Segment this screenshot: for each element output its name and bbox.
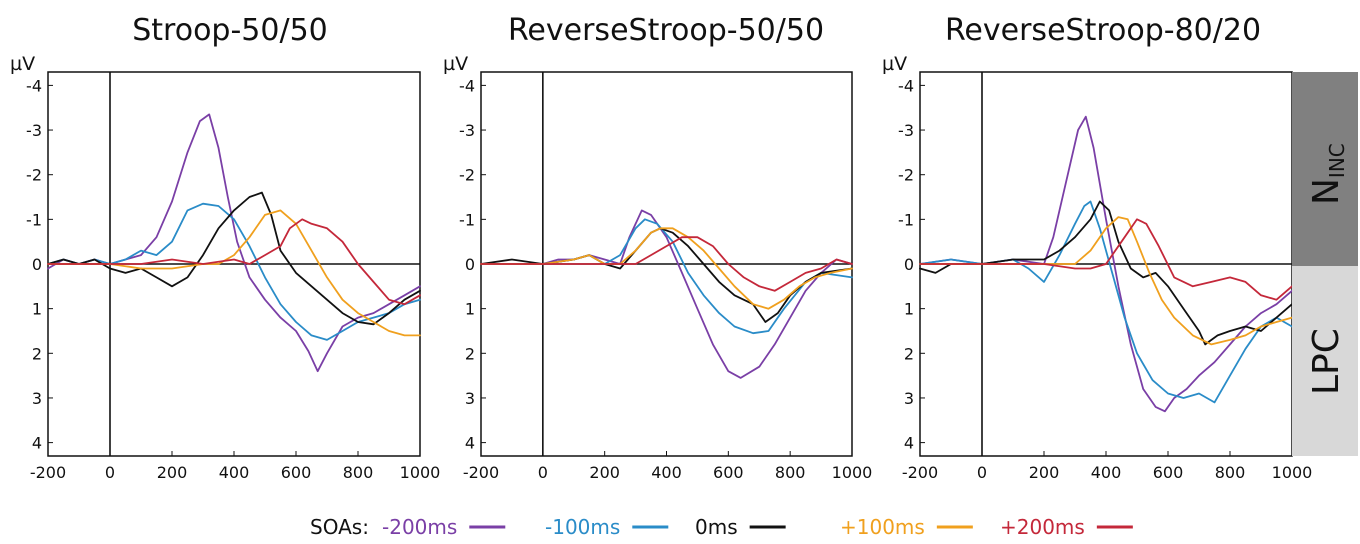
x-tick-label: 200 <box>157 463 188 482</box>
x-tick-label: 1000 <box>832 463 873 482</box>
y-tick-label: -3 <box>459 121 475 140</box>
y-tick-label: 3 <box>465 389 475 408</box>
series-line-plus100ms <box>919 216 1293 346</box>
series-line-0ms <box>919 200 1293 346</box>
y-tick-label: -2 <box>26 166 42 185</box>
chart-title: ReverseStroop-80/20 <box>945 13 1261 48</box>
y-tick-label: -1 <box>898 210 914 229</box>
x-tick-label: 0 <box>105 463 115 482</box>
chart-panel-3: ReverseStroop-80/20 µV-4 -3 -2 -1 0 1 2 3 4 -200 0 2… <box>882 13 1312 482</box>
y-tick-label: 1 <box>32 300 42 319</box>
chart-title: ReverseStroop-50/50 <box>508 13 824 48</box>
x-tick-label: 0 <box>977 463 987 482</box>
series-line-0ms <box>47 191 421 326</box>
y-tick-label: -2 <box>898 166 914 185</box>
y-tick-label: 1 <box>904 300 914 319</box>
x-tick-label: 200 <box>589 463 620 482</box>
y-axis-unit: µV <box>10 53 35 75</box>
x-tick-label: -200 <box>902 463 938 482</box>
x-tick-label: 600 <box>713 463 744 482</box>
lpc-box <box>1292 266 1358 456</box>
nin-label: NINC <box>1306 143 1349 205</box>
x-tick-label: 200 <box>1029 463 1060 482</box>
x-tick-label: 800 <box>775 463 806 482</box>
x-tick-label: 0 <box>538 463 548 482</box>
series-line-plus200ms <box>47 218 421 306</box>
nin-label-main: N <box>1306 178 1347 205</box>
y-tick-label: -4 <box>898 76 914 95</box>
y-tick-label: 2 <box>32 344 42 363</box>
y-tick-label: 0 <box>465 255 475 274</box>
y-tick-label: 3 <box>32 389 42 408</box>
y-axis-unit: µV <box>882 53 907 75</box>
x-tick-label: 1000 <box>1272 463 1313 482</box>
y-tick-label: 4 <box>32 434 42 453</box>
x-tick-label: 400 <box>1091 463 1122 482</box>
series-line-minus100ms <box>919 200 1293 404</box>
legend: SOAs: -200ms -100ms 0ms +100ms +200ms <box>310 515 1133 539</box>
x-tick-label: 800 <box>343 463 374 482</box>
legend-label: +200ms <box>1000 515 1085 539</box>
y-tick-label: 4 <box>465 434 475 453</box>
y-tick-label: 4 <box>904 434 914 453</box>
series-line-plus200ms <box>919 218 1293 301</box>
y-tick-label: -2 <box>459 166 475 185</box>
chart-panel-1: Stroop-50/50 µV-4 -3 -2 -1 0 1 2 3 4 -200 0 200 400 60… <box>10 13 440 482</box>
y-tick-label: -3 <box>26 121 42 140</box>
x-tick-label: 600 <box>281 463 312 482</box>
series-line-plus200ms <box>480 236 853 292</box>
y-tick-label: -1 <box>26 210 42 229</box>
legend-label: -100ms <box>545 515 620 539</box>
x-tick-label: -200 <box>463 463 499 482</box>
component-labels: NINC LPC <box>1292 72 1358 456</box>
y-tick-label: 0 <box>32 255 42 274</box>
y-tick-label: -3 <box>898 121 914 140</box>
series-line-plus100ms <box>47 209 421 337</box>
x-tick-label: 400 <box>651 463 682 482</box>
y-tick-label: 0 <box>904 255 914 274</box>
nin-box <box>1292 72 1358 266</box>
y-axis-unit: µV <box>443 53 468 75</box>
x-tick-label: 800 <box>1215 463 1246 482</box>
chart-panel-2: ReverseStroop-50/50 µV-4 -3 -2 -1 0 1 2 3 4 -200 0 2… <box>443 13 872 482</box>
y-tick-label: -4 <box>26 76 42 95</box>
y-tick-label: 2 <box>904 344 914 363</box>
y-tick-label: -4 <box>459 76 475 95</box>
series-line-plus100ms <box>480 227 853 310</box>
chart-title: Stroop-50/50 <box>132 13 328 48</box>
y-tick-label: 1 <box>465 300 475 319</box>
legend-title: SOAs: <box>310 515 369 539</box>
x-tick-label: 1000 <box>400 463 441 482</box>
y-tick-label: 2 <box>465 344 475 363</box>
y-tick-label: -1 <box>459 210 475 229</box>
legend-label: -200ms <box>382 515 457 539</box>
x-tick-label: -200 <box>30 463 66 482</box>
legend-label: +100ms <box>840 515 925 539</box>
nin-label-sub: INC <box>1325 143 1349 178</box>
y-tick-label: 3 <box>904 389 914 408</box>
series-line-minus200ms <box>47 113 421 373</box>
x-tick-label: 400 <box>219 463 250 482</box>
lpc-label: LPC <box>1306 328 1347 395</box>
legend-label: 0ms <box>695 515 738 539</box>
x-tick-label: 600 <box>1153 463 1184 482</box>
